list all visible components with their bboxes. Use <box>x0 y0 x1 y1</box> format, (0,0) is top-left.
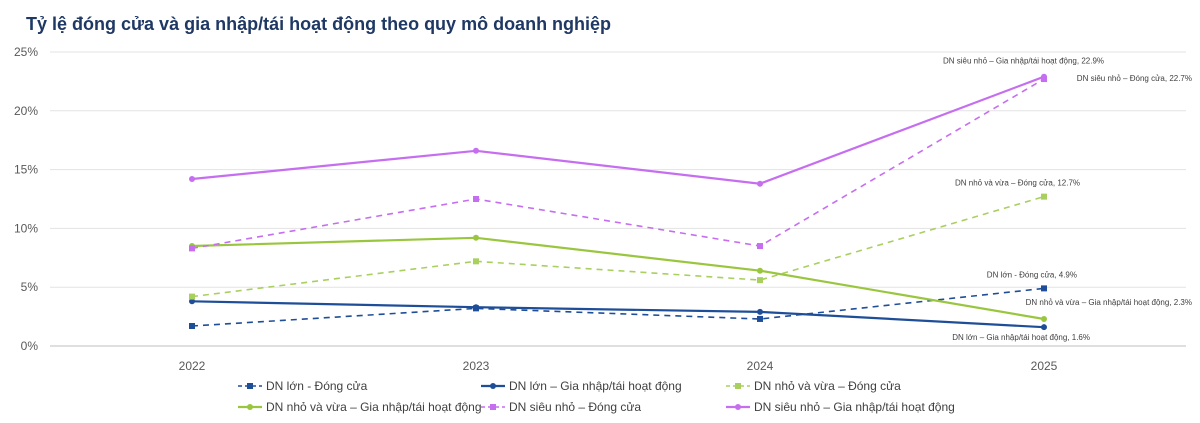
legend-marker <box>735 383 741 389</box>
data-point <box>757 308 763 315</box>
y-tick-label: 25% <box>14 45 38 59</box>
legend-marker <box>247 404 253 410</box>
series-line <box>191 75 1045 185</box>
data-point <box>473 147 479 154</box>
data-point <box>757 243 763 250</box>
data-label: DN nhỏ và vừa – Đóng cửa, 12.7% <box>955 179 1080 188</box>
legend-label: DN lớn - Đóng cửa <box>266 379 368 393</box>
series-line <box>191 236 1045 321</box>
data-point <box>1041 324 1047 331</box>
series-line <box>191 195 1045 298</box>
y-tick-label: 10% <box>14 221 38 235</box>
data-point <box>473 258 479 265</box>
legend-marker <box>735 404 741 410</box>
legend-marker <box>490 404 496 410</box>
gridlines <box>50 51 1186 347</box>
data-point <box>189 245 195 252</box>
legend-label: DN nhỏ và vừa – Gia nhập/tái hoạt động <box>266 400 482 414</box>
data-label: DN lớn - Đóng cửa, 4.9% <box>987 270 1077 279</box>
data-point <box>757 180 763 187</box>
data-label: DN nhỏ và vừa – Gia nhập/tái hoạt động, … <box>1026 298 1192 307</box>
data-point <box>757 267 763 274</box>
legend-item: DN nhỏ và vừa – Đóng cửa <box>726 379 901 393</box>
data-point <box>1041 193 1047 200</box>
series-line <box>191 300 1045 329</box>
data-point <box>189 298 195 305</box>
series-line <box>191 78 1045 250</box>
data-point <box>1041 285 1047 292</box>
data-point <box>757 277 763 284</box>
data-point <box>473 196 479 202</box>
y-tick-label: 15% <box>14 163 38 177</box>
x-tick-label: 2023 <box>463 359 490 373</box>
x-tick-label: 2025 <box>1031 359 1058 373</box>
y-tick-label: 20% <box>14 104 38 118</box>
legend-item: DN siêu nhỏ – Gia nhập/tái hoạt động <box>726 400 955 414</box>
data-point <box>757 315 763 322</box>
legend-label: DN siêu nhỏ – Đóng cửa <box>509 400 641 414</box>
data-point <box>473 234 479 241</box>
data-point <box>473 304 479 311</box>
data-point <box>189 293 195 300</box>
legend-label: DN siêu nhỏ – Gia nhập/tái hoạt động <box>754 400 955 414</box>
y-axis-ticks: 0% 5% 10% 15% 20% 25% <box>14 45 38 353</box>
legend-marker <box>247 383 253 389</box>
y-tick-label: 5% <box>21 280 39 294</box>
legend-label: DN nhỏ và vừa – Đóng cửa <box>754 379 901 393</box>
legend-item: DN nhỏ và vừa – Gia nhập/tái hoạt động <box>238 400 482 414</box>
legend-label: DN lớn – Gia nhập/tái hoạt động <box>509 379 682 393</box>
legend-item: DN lớn – Gia nhập/tái hoạt động <box>481 379 682 393</box>
data-label: DN siêu nhỏ – Gia nhập/tái hoạt động, 22… <box>943 57 1104 66</box>
x-tick-label: 2022 <box>179 359 206 373</box>
data-point <box>1041 73 1047 80</box>
y-tick-label: 0% <box>21 339 39 353</box>
data-point <box>189 323 195 330</box>
x-tick-label: 2024 <box>747 359 774 373</box>
legend-marker <box>490 383 496 389</box>
x-axis-ticks: 2022 2023 2024 2025 <box>179 359 1058 373</box>
series-lines <box>189 73 1047 331</box>
legend-item: DN lớn - Đóng cửa <box>238 379 368 393</box>
data-label: DN siêu nhỏ – Đóng cửa, 22.7% <box>1077 74 1192 83</box>
legend-item: DN siêu nhỏ – Đóng cửa <box>481 400 641 414</box>
data-labels: DN lớn - Đóng cửa, 4.9% DN lớn – Gia nhập… <box>943 57 1192 342</box>
data-label: DN lớn – Gia nhập/tái hoạt động, 1.6% <box>952 333 1090 342</box>
chart-title: Tỷ lệ đóng cửa và gia nhập/tái hoạt động… <box>26 14 612 34</box>
data-point <box>189 176 195 183</box>
legend: DN lớn - Đóng cửa DN lớn – Gia nhập/tái h… <box>238 379 955 414</box>
data-point <box>1041 315 1047 322</box>
